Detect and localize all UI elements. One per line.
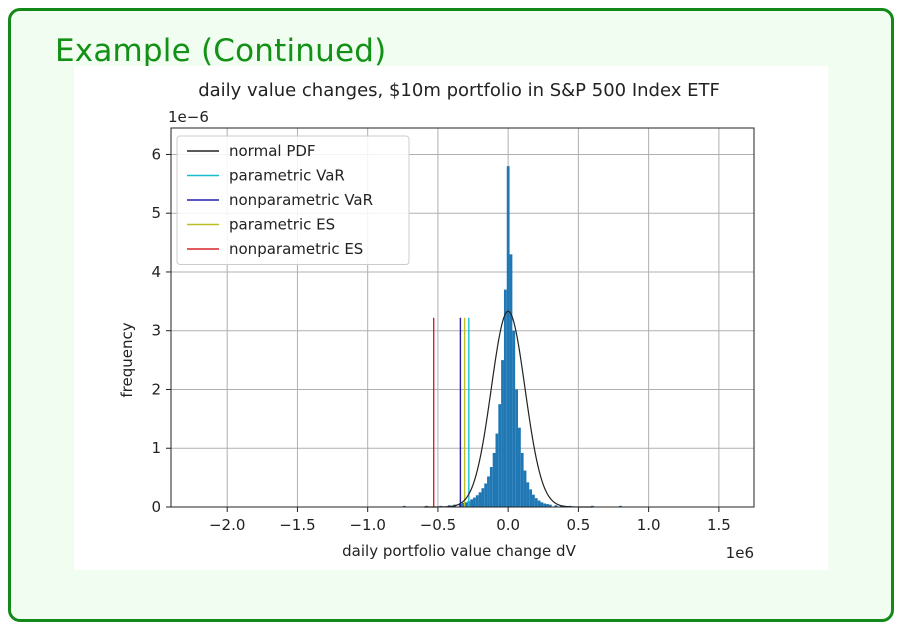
histogram-bar bbox=[492, 452, 496, 507]
risk-lines bbox=[433, 317, 470, 507]
chart-container: daily value changes, $10m portfolio in S… bbox=[74, 66, 828, 570]
histogram-bar bbox=[529, 489, 533, 507]
y-tick-label: 5 bbox=[151, 204, 161, 222]
histogram-bar bbox=[548, 504, 552, 507]
histogram-bar bbox=[554, 505, 558, 507]
histogram-bar bbox=[512, 330, 516, 507]
y-tick-label: 3 bbox=[151, 322, 161, 340]
slide-title: Example (Continued) bbox=[55, 33, 387, 69]
legend-box bbox=[176, 135, 410, 265]
histogram-bar bbox=[495, 433, 499, 507]
histogram-bar bbox=[560, 505, 563, 507]
x-tick-label: −1.0 bbox=[349, 516, 385, 534]
y-tick-label: 4 bbox=[151, 263, 161, 281]
y-tick-label: 0 bbox=[151, 498, 161, 516]
histogram-bars bbox=[402, 166, 622, 508]
legend-label-normal-pdf: normal PDF bbox=[229, 142, 316, 160]
x-tick-label: 1.0 bbox=[637, 516, 661, 534]
histogram-bar bbox=[526, 482, 530, 507]
histogram-bar bbox=[509, 254, 513, 507]
x-tick-label: 0.5 bbox=[566, 516, 590, 534]
histogram-bar bbox=[523, 470, 527, 507]
y-tick-label: 1 bbox=[151, 439, 161, 457]
histogram-bar bbox=[520, 452, 524, 507]
x-tick-label: −0.5 bbox=[420, 516, 456, 534]
y-axis-label: frequency bbox=[118, 322, 136, 397]
histogram-bar bbox=[534, 498, 538, 507]
histogram-bar bbox=[484, 483, 488, 507]
histogram-bar bbox=[478, 492, 482, 507]
histogram-bar bbox=[515, 389, 518, 507]
legend-label-parametric-es: parametric ES bbox=[229, 216, 335, 234]
axes: −2.0 −1.5 −1.0 −0.5 0.0 0.5 1.0 1.5 0 1 2 3 4 5 6 bbox=[151, 127, 755, 534]
histogram-chart: daily value changes, $10m portfolio in S… bbox=[118, 80, 755, 562]
y-tick-label: 6 bbox=[151, 145, 161, 163]
x-tick-label: −2.0 bbox=[209, 516, 245, 534]
histogram-bar bbox=[402, 505, 406, 507]
legend: normal PDF parametric VaR nonparametric Va… bbox=[176, 135, 410, 265]
x-axis-label: daily portfolio value change dV bbox=[342, 542, 576, 560]
histogram-bar bbox=[537, 500, 541, 507]
histogram-bar bbox=[517, 427, 521, 507]
y-tick-label: 2 bbox=[151, 380, 161, 398]
chart-title: daily value changes, $10m portfolio in S… bbox=[198, 80, 720, 101]
legend-label-parametric-var: parametric VaR bbox=[229, 167, 345, 185]
histogram-bar bbox=[619, 505, 622, 507]
x-tick-label: 0.0 bbox=[496, 516, 520, 534]
histogram-bar bbox=[532, 494, 535, 507]
histogram-bar bbox=[470, 499, 474, 507]
histogram-bar bbox=[506, 166, 510, 508]
normal-pdf-curve bbox=[423, 310, 593, 508]
histogram-bar bbox=[546, 504, 549, 507]
normal-pdf-layer bbox=[423, 310, 593, 508]
histogram-bar bbox=[498, 404, 502, 507]
histogram-bar bbox=[489, 467, 493, 507]
axes-frame bbox=[170, 127, 755, 508]
histogram-bar bbox=[473, 497, 476, 507]
histogram-bar bbox=[543, 503, 547, 507]
x-tick-label: 1.5 bbox=[707, 516, 731, 534]
grid bbox=[171, 128, 754, 508]
legend-label-nonparametric-es: nonparametric ES bbox=[229, 240, 363, 258]
histogram-bar bbox=[503, 289, 507, 507]
histogram-bar bbox=[487, 476, 490, 507]
x-tick-label: −1.5 bbox=[279, 516, 315, 534]
x-multiplier-label: 1e6 bbox=[726, 544, 754, 562]
histogram-bar bbox=[481, 488, 485, 507]
legend-label-nonparametric-var: nonparametric VaR bbox=[229, 191, 373, 209]
histogram-bar bbox=[540, 502, 544, 507]
histogram-bar bbox=[464, 502, 468, 507]
histogram-bar bbox=[475, 495, 479, 507]
y-multiplier-label: 1e−6 bbox=[168, 108, 209, 126]
histogram-bar bbox=[461, 502, 465, 507]
histogram-bar bbox=[501, 360, 504, 507]
